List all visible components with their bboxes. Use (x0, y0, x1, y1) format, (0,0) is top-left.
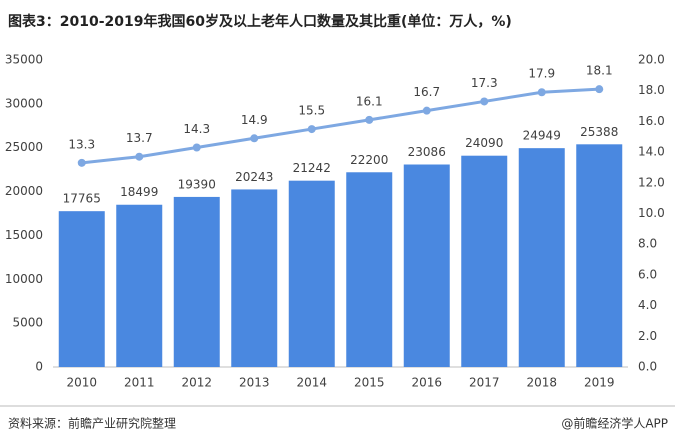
y2-tick-label: 4.0 (638, 298, 657, 312)
bar (173, 196, 220, 367)
bar-label: 25388 (580, 125, 618, 139)
y2-tick-label: 20.0 (638, 53, 665, 67)
bar-label: 24949 (523, 129, 561, 143)
source: 资料来源：前瞻产业研究院整理 (8, 416, 176, 431)
bar (346, 172, 393, 367)
x-tick-label: 2017 (469, 376, 500, 390)
bar (461, 155, 508, 367)
line-label: 14.9 (241, 113, 268, 127)
bar-label: 21242 (293, 161, 331, 175)
y-tick-label: 20000 (5, 184, 43, 198)
line-label: 13.7 (126, 131, 153, 145)
bar (288, 180, 335, 367)
x-tick-label: 2012 (181, 376, 212, 390)
bar (518, 148, 565, 367)
line (81, 87, 600, 165)
x-tick-label: 2013 (239, 376, 270, 390)
bar (116, 204, 163, 367)
bar (403, 164, 450, 367)
y2-tick-label: 14.0 (638, 145, 665, 159)
bar-label: 17765 (63, 192, 101, 206)
x-tick-label: 2011 (124, 376, 155, 390)
chart-title: 图表3：2010-2019年我国60岁及以上老年人口数量及其比重(单位：万人，%… (8, 13, 512, 30)
line-point (595, 85, 604, 94)
bar-label: 24090 (465, 136, 503, 150)
line-label: 16.7 (413, 85, 440, 99)
y2-tick-label: 18.0 (638, 83, 665, 97)
x-tick-label: 2010 (66, 376, 97, 390)
y-tick-label: 5000 (12, 316, 43, 330)
bar (58, 211, 105, 367)
y-tick-label: 35000 (5, 53, 43, 67)
line-point (307, 125, 316, 134)
line-point (250, 134, 259, 143)
y2-tick-label: 6.0 (638, 267, 657, 281)
line-point (365, 115, 374, 124)
y-tick-label: 25000 (5, 140, 43, 154)
line-point (77, 158, 86, 167)
bar-label: 22200 (350, 153, 388, 167)
line-point (480, 97, 489, 106)
x-tick-label: 2018 (526, 376, 557, 390)
y-tick-label: 10000 (5, 272, 43, 286)
line-label: 15.5 (298, 104, 325, 118)
line-point (422, 106, 431, 115)
line-point (537, 88, 546, 97)
bar-label: 23086 (408, 145, 446, 159)
line-point (135, 152, 144, 161)
x-tick-label: 2016 (411, 376, 442, 390)
x-tick-label: 2019 (584, 376, 615, 390)
credit: @前瞻经济学人APP (561, 416, 668, 431)
y-tick-label: 0 (35, 360, 43, 374)
bar-label: 18499 (120, 185, 158, 199)
line-label: 18.1 (586, 64, 613, 78)
y-tick-label: 30000 (5, 96, 43, 110)
line-label: 17.3 (471, 76, 498, 90)
bar-label: 19390 (178, 177, 216, 191)
y2-tick-label: 12.0 (638, 175, 665, 189)
line-point (192, 143, 201, 152)
bar (231, 189, 278, 367)
y2-tick-label: 8.0 (638, 237, 657, 251)
line-label: 16.1 (356, 94, 383, 108)
y2-tick-label: 2.0 (638, 329, 657, 343)
line-label: 13.3 (68, 137, 95, 151)
y-tick-label: 15000 (5, 228, 43, 242)
y2-tick-label: 16.0 (638, 114, 665, 128)
line-label: 14.3 (183, 122, 210, 136)
bar (576, 144, 623, 367)
bar-label: 20243 (235, 170, 273, 184)
y2-tick-label: 0.0 (638, 360, 657, 374)
line-label: 17.9 (528, 67, 555, 81)
x-tick-label: 2014 (296, 376, 327, 390)
y2-tick-label: 10.0 (638, 206, 665, 220)
x-tick-label: 2015 (354, 376, 385, 390)
